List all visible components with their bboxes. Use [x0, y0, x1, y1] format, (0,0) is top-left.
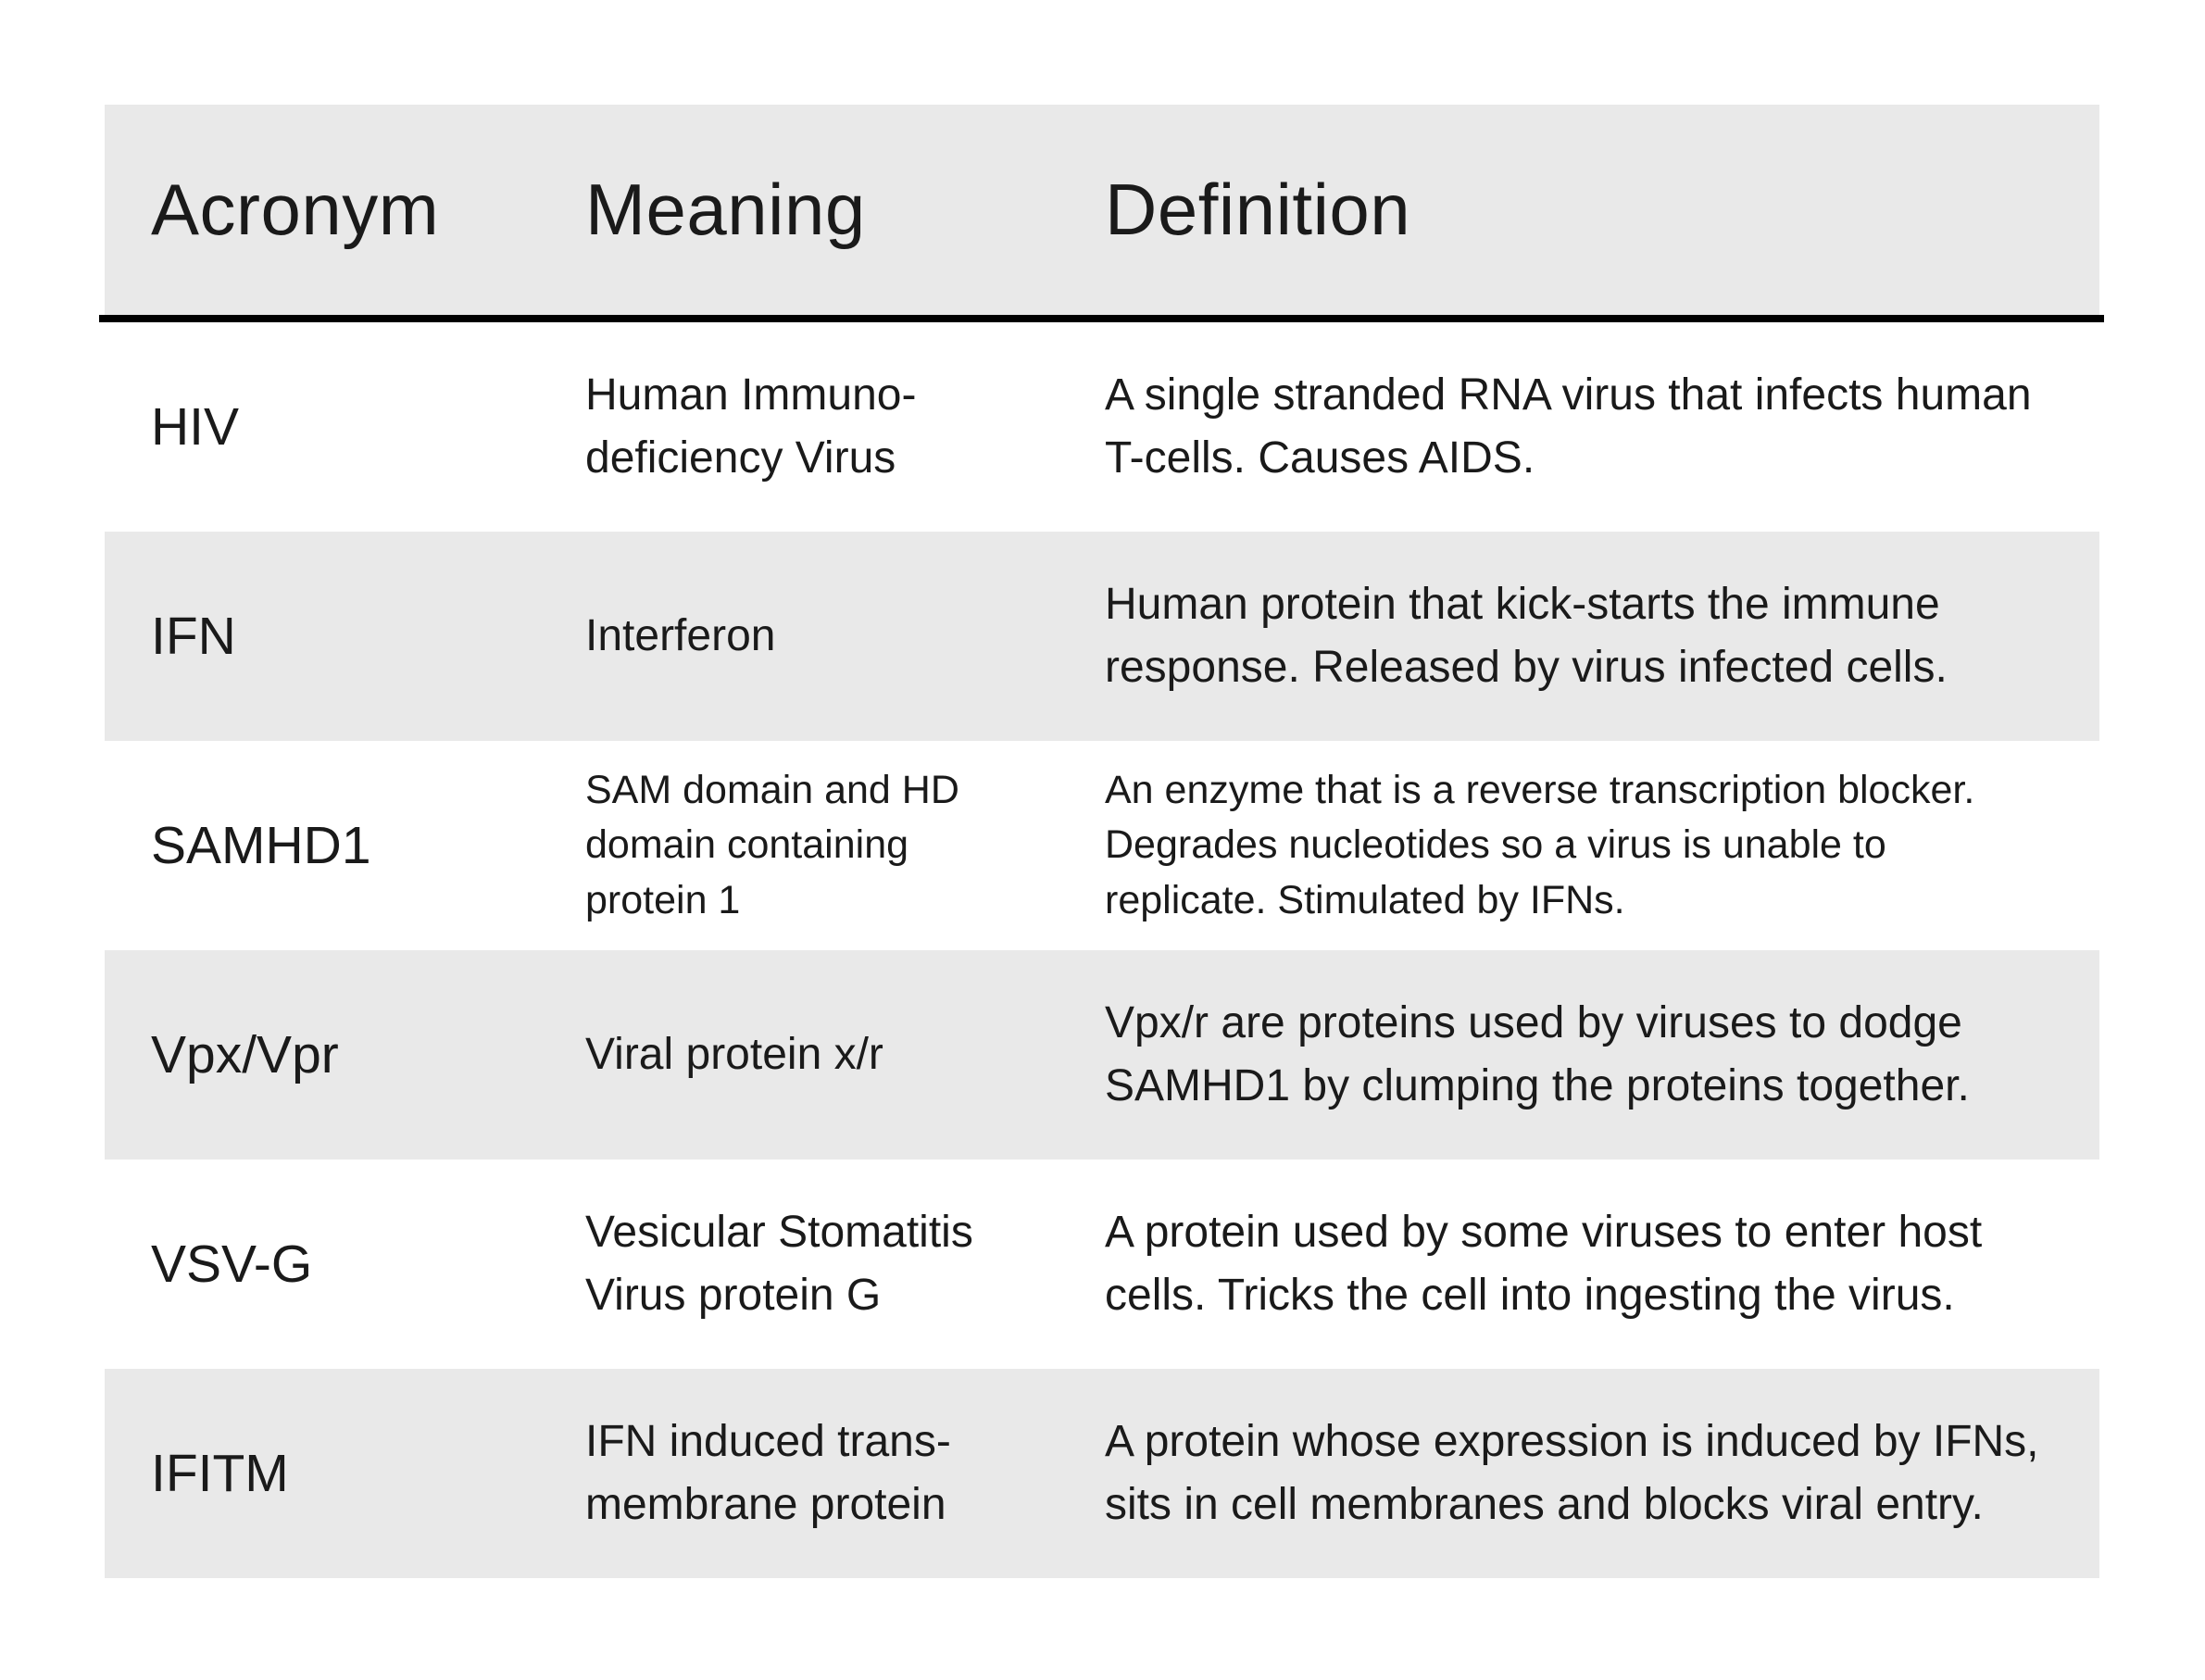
meaning-cell: Viral protein x/r [585, 1029, 883, 1079]
acronym-cell: IFN [151, 606, 236, 666]
table-row-samhd1: SAMHD1 SAM domain and HD domain containi… [105, 741, 2099, 950]
table-row-hiv: HIV Human Immuno- deficiency Virus A sin… [105, 322, 2099, 532]
meaning-cell: Interferon [585, 610, 776, 660]
definition-cell: A protein used by some viruses to enter … [1105, 1207, 1983, 1320]
acronym-definition-table: Acronym Meaning Definition HIV Human Imm… [99, 105, 2104, 1578]
table-row-ifitm: IFITM IFN induced trans- membrane protei… [105, 1369, 2099, 1578]
meaning-cell: SAM domain and HD domain containing prot… [585, 768, 959, 922]
definition-cell: An enzyme that is a reverse transcriptio… [1105, 768, 1975, 922]
definition-cell: Vpx/r are proteins used by viruses to do… [1105, 997, 1970, 1110]
table-row-ifn: IFN Interferon Human protein that kick-s… [105, 532, 2099, 741]
definition-cell: Human protein that kick-starts the immun… [1105, 579, 1948, 692]
header-divider-rule [99, 315, 2104, 322]
acronym-cell: VSV-G [151, 1234, 313, 1294]
meaning-cell: Human Immuno- deficiency Virus [585, 370, 917, 483]
definition-cell: A single stranded RNA virus that infects… [1105, 370, 2032, 483]
acronym-cell: IFITM [151, 1443, 289, 1503]
header-definition: Definition [1105, 169, 1411, 251]
table-row-vpx-vpr: Vpx/Vpr Viral protein x/r Vpx/r are prot… [105, 950, 2099, 1160]
acronym-cell: HIV [151, 396, 240, 457]
header-acronym: Acronym [151, 168, 440, 250]
meaning-cell: IFN induced trans- membrane protein [585, 1416, 951, 1529]
acronym-cell: SAMHD1 [151, 815, 371, 875]
acronym-cell: Vpx/Vpr [151, 1024, 339, 1084]
meaning-cell: Vesicular Stomatitis Virus protein G [585, 1207, 973, 1320]
table-header-row: Acronym Meaning Definition [105, 105, 2099, 315]
table-row-vsv-g: VSV-G Vesicular Stomatitis Virus protein… [105, 1160, 2099, 1369]
header-meaning: Meaning [585, 169, 866, 251]
definition-cell: A protein whose expression is induced by… [1105, 1416, 2039, 1529]
